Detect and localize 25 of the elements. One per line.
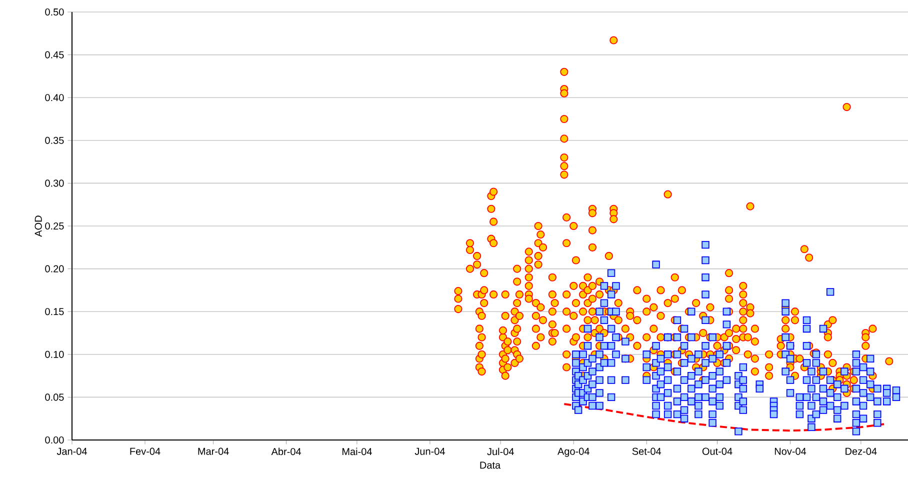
y-tick-label: 0.10 [45, 350, 64, 358]
y-tick-label: 0.25 [45, 222, 64, 230]
y-axis-title: AOD [34, 216, 42, 237]
y-tick-label: 0.05 [45, 394, 64, 401]
x-tick-label: Jan-04 [56, 448, 87, 455]
x-tick-label: Fev-04 [130, 448, 160, 455]
x-tick-label: Abr-04 [271, 448, 302, 456]
x-tick-label: Nov-04 [774, 448, 806, 455]
y-tick-label: 0.35 [45, 136, 64, 144]
x-tick-label: Jun-04 [414, 448, 445, 455]
x-tick-label: Dez-04 [846, 448, 877, 455]
x-tick-label: Ago-04 [557, 448, 590, 457]
y-tick-label: 0.00 [45, 436, 64, 444]
x-tick-label: Out-04 [702, 448, 732, 455]
x-tick-label: Mai-04 [342, 448, 372, 456]
x-tick-label: Mar-04 [198, 448, 229, 455]
x-tick-label: Jul-04 [487, 448, 514, 456]
y-tick-label: 0.45 [45, 51, 64, 58]
x-tick-label: Set-04 [632, 448, 662, 455]
y-tick-label: 0.15 [45, 308, 64, 316]
y-tick-label: 0.50 [45, 8, 64, 16]
y-tick-label: 0.40 [45, 94, 64, 102]
x-axis-title: Data [480, 462, 501, 469]
y-tick-label: 0.30 [45, 180, 64, 187]
y-tick-label: 0.20 [45, 265, 64, 272]
